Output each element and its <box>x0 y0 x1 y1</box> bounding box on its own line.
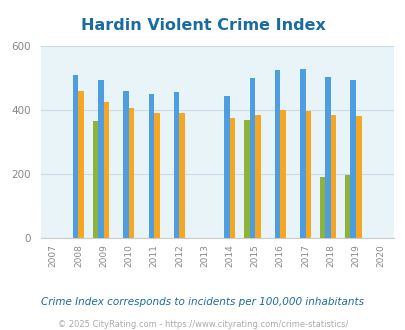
Text: Crime Index corresponds to incidents per 100,000 inhabitants: Crime Index corresponds to incidents per… <box>41 297 364 307</box>
Bar <box>229 118 235 238</box>
Bar <box>344 176 350 238</box>
Bar <box>123 91 129 238</box>
Bar <box>148 94 154 238</box>
Bar <box>299 69 305 238</box>
Bar <box>324 77 330 238</box>
Bar <box>179 113 184 238</box>
Bar <box>243 119 249 238</box>
Bar <box>350 80 355 238</box>
Bar <box>98 80 103 238</box>
Bar <box>249 78 254 238</box>
Bar <box>154 113 159 238</box>
Bar <box>73 75 78 238</box>
Bar <box>274 70 279 238</box>
Bar <box>224 96 229 238</box>
Bar <box>330 115 335 238</box>
Bar <box>103 102 109 238</box>
Bar <box>173 92 179 238</box>
Bar <box>305 111 310 238</box>
Bar <box>355 116 360 238</box>
Bar <box>279 110 285 238</box>
Bar <box>254 115 260 238</box>
Bar <box>319 177 324 238</box>
Bar <box>78 91 84 238</box>
Bar <box>92 121 98 238</box>
Text: © 2025 CityRating.com - https://www.cityrating.com/crime-statistics/: © 2025 CityRating.com - https://www.city… <box>58 319 347 329</box>
Bar <box>129 108 134 238</box>
Text: Hardin Violent Crime Index: Hardin Violent Crime Index <box>80 18 325 33</box>
